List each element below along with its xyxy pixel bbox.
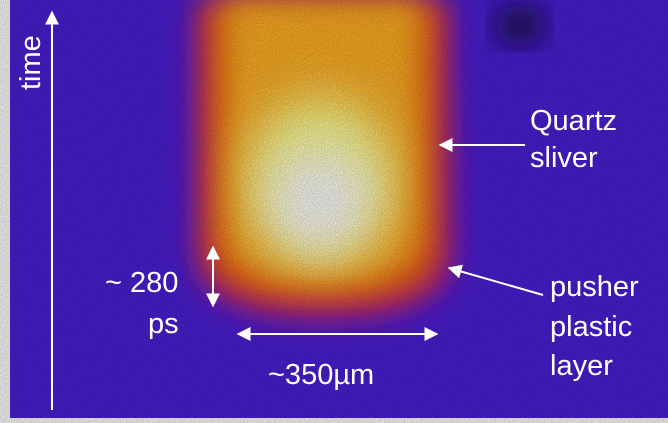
duration-label: ~ 280	[105, 267, 178, 299]
annotations	[45, 10, 544, 410]
time-label: time	[15, 35, 47, 90]
pusher-label: pusher	[550, 271, 639, 303]
width-label: ~350µm	[268, 359, 374, 391]
quartz-label: Quartz	[530, 105, 617, 137]
quartz-label: sliver	[530, 142, 598, 174]
streak-image	[10, 0, 668, 418]
pusher-label: plastic	[550, 311, 632, 343]
duration-label: ps	[148, 308, 179, 340]
pusher-label: layer	[550, 350, 613, 382]
pusher-arrow	[447, 264, 544, 296]
